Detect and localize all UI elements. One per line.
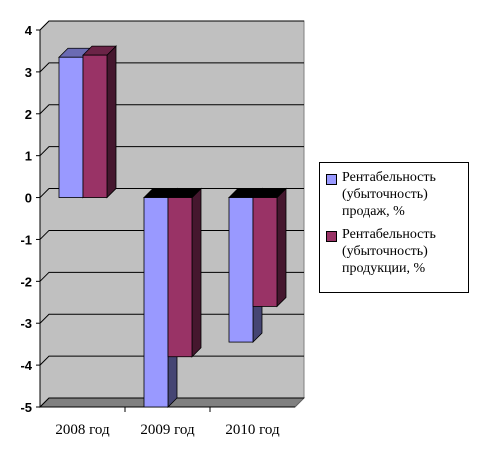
- y-tick-label: -3: [20, 316, 32, 331]
- y-tick-label: -2: [20, 274, 32, 289]
- bars: [58, 45, 287, 408]
- bar-front: [252, 197, 278, 307]
- legend-label-sales: Рентабельность (убыточность) продаж, %: [342, 170, 436, 219]
- bar-side: [276, 187, 287, 308]
- legend-swatch-products: [326, 231, 337, 242]
- legend-item-products: Рентабельность (убыточность) продукции, …: [326, 226, 464, 277]
- bar-front: [82, 54, 108, 198]
- y-tick-label: -4: [20, 358, 32, 373]
- gridline: [39, 104, 304, 115]
- legend-item-sales: Рентабельность (убыточность) продаж, %: [326, 169, 464, 220]
- bar-front: [58, 56, 84, 198]
- bar-side: [106, 45, 117, 199]
- gridline: [39, 271, 304, 282]
- y-tick-label: 1: [25, 149, 32, 164]
- bar-front: [143, 197, 169, 408]
- legend-swatch-sales: [326, 174, 337, 185]
- legend-label-products: Рентабельность (убыточность) продукции, …: [342, 227, 436, 276]
- bar: [82, 45, 117, 199]
- gridline: [39, 20, 304, 31]
- gridline: [39, 313, 304, 324]
- y-tick-label: -5: [20, 400, 32, 415]
- axis-labels: -5 -4 -3 -2 -1 0 1 2 3 4 2008 год 2009 год 2010 год: [20, 23, 280, 438]
- y-tick-label: 3: [25, 65, 32, 80]
- bar: [252, 187, 287, 308]
- gridline: [39, 146, 304, 157]
- bar-front: [228, 197, 254, 343]
- bar-front: [167, 197, 193, 358]
- x-tick-label: 2008 год: [55, 422, 110, 438]
- gridline: [39, 355, 304, 366]
- y-tick-label: -1: [20, 232, 32, 247]
- y-tick-label: 2: [25, 107, 32, 122]
- x-tick-label: 2009 год: [140, 422, 195, 438]
- gridlines: [39, 20, 304, 408]
- bar: [167, 187, 202, 358]
- x-tick-label: 2010 год: [225, 422, 280, 438]
- bar-side: [191, 187, 202, 358]
- y-tick-label: 0: [25, 191, 32, 206]
- gridline: [39, 188, 304, 198]
- legend: Рентабельность (убыточность) продаж, % Р…: [319, 162, 469, 293]
- gridline: [39, 62, 304, 73]
- y-tick-label: 4: [25, 23, 33, 38]
- gridline: [39, 229, 304, 240]
- gridline: [39, 397, 304, 408]
